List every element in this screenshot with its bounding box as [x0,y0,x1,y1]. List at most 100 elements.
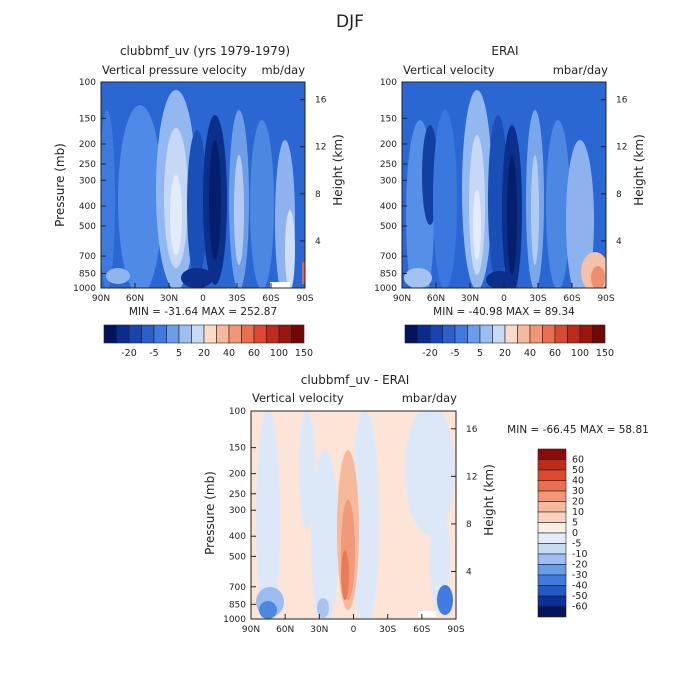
y-tick-label: 250 [229,490,246,500]
panel-right-subtitle-left: Vertical velocity [403,63,495,77]
colorbar-swatch [216,324,230,344]
x-tick-label: 60N [126,294,144,304]
colorbar-label: 20 [572,497,584,508]
colorbar-swatch [203,324,217,344]
colorbar-swatch [442,324,456,344]
y-tick-label: 400 [229,532,246,542]
panel-left-ylabel-right: Height (km) [331,134,345,205]
colorbar-swatch [537,585,567,597]
colorbar-label: 60 [248,348,260,359]
panel-right-colorbar: -20 -5 5 20 40 60 100 150 [404,324,614,359]
colorbar-swatch [504,324,518,344]
panel-right: ERAI Vertical velocity mbar/day 90N 60N 30… [374,44,646,359]
colorbar-label: 60 [549,348,561,359]
x-tick-label: 30N [310,625,328,635]
y-tick-label: 1000 [223,615,246,625]
y-right-tick-label: 4 [315,237,321,247]
colorbar-swatch [417,324,431,344]
colorbar-label: 5 [176,348,182,359]
y-tick-label: 700 [229,583,246,593]
y-tick-label: 100 [79,78,96,88]
y-tick-label: 850 [79,269,96,279]
colorbar-swatch [537,490,567,502]
colorbar-label: -20 [422,348,438,359]
colorbar-swatch [291,324,305,344]
colorbar-label: -20 [121,348,137,359]
x-tick-label: 30S [228,294,245,304]
x-tick-label: 30N [160,294,178,304]
x-tick-label: 30S [529,294,546,304]
y-right-tick-label: 8 [315,190,321,200]
y-tick-label: 1000 [73,284,96,294]
colorbar-swatch [554,324,568,344]
x-tick-label: 90N [242,625,260,635]
colorbar-swatch [278,324,292,344]
colorbar-swatch [542,324,556,344]
y-tick-label: 100 [380,78,397,88]
panel-diff-field [251,411,456,619]
colorbar-label: 10 [572,507,584,518]
colorbar-swatch [537,574,567,586]
colorbar-label: 30 [572,486,584,497]
colorbar-label: 100 [270,348,288,359]
figure-title: DJF [336,12,364,32]
panel-right-axes: 90N 60N 30N 0 30S 60S 90S 100 150 200 250 300 400 500… [374,78,628,304]
colorbar-label: 40 [572,476,584,487]
x-tick-label: 60S [413,625,430,635]
colorbar-swatch [141,324,155,344]
colorbar-label: 50 [572,465,584,476]
colorbar-label: 5 [572,518,578,529]
x-tick-label: 60S [563,294,580,304]
y-tick-label: 850 [380,269,397,279]
panel-diff-ylabel: Pressure (mb) [203,471,217,555]
colorbar-swatch [429,324,443,344]
panel-diff-subtitle-right: mbar/day [402,391,457,405]
colorbar-label: 60 [572,455,584,466]
y-right-tick-label: 4 [616,237,622,247]
colorbar-label: -60 [572,602,588,613]
colorbar-swatch [537,511,567,523]
panel-right-title: ERAI [491,44,518,58]
panel-right-stats: MIN = -40.98 MAX = 89.34 [433,306,575,318]
y-tick-label: 300 [79,176,96,186]
colorbar-swatch [537,595,567,607]
y-tick-label: 200 [380,140,397,150]
colorbar-label: 20 [499,348,511,359]
colorbar-swatch [537,501,567,513]
y-tick-label: 300 [380,176,397,186]
y-tick-label: 150 [79,114,96,124]
colorbar-label: 40 [524,348,536,359]
y-tick-label: 100 [229,407,246,417]
colorbar-swatch [241,324,255,344]
x-tick-label: 60N [427,294,445,304]
panel-diff: clubbmf_uv - ERAI Vertical velocity mbar… [203,373,649,635]
colorbar-label: 150 [295,348,313,359]
colorbar-swatch [253,324,267,344]
y-tick-label: 300 [229,506,246,516]
y-tick-label: 700 [79,252,96,262]
colorbar-swatch [178,324,192,344]
panel-left-colorbar: -20 -5 5 20 40 60 100 150 [103,324,313,359]
x-tick-label: 90S [447,625,464,635]
colorbar-label: 150 [596,348,614,359]
panel-right-subtitle-right: mbar/day [553,63,608,77]
colorbar-label: -5 [450,348,459,359]
x-tick-label: 60N [276,625,294,635]
panel-left-title: clubbmf_uv (yrs 1979-1979) [120,44,290,58]
x-tick-label: 0 [501,294,507,304]
colorbar-swatch [537,448,567,460]
y-right-tick-label: 12 [315,143,326,153]
y-tick-label: 150 [380,114,397,124]
colorbar-label: 100 [571,348,589,359]
x-tick-label: 0 [200,294,206,304]
y-tick-label: 850 [229,600,246,610]
y-right-tick-label: 4 [466,567,472,577]
panel-diff-axes: 90N 60N 30N 0 30S 60S 90S 100 150 200 250 300 400 500… [223,407,478,635]
panel-left-ylabel: Pressure (mb) [53,143,67,227]
colorbar-swatch [592,324,606,344]
colorbar-label: -10 [572,549,588,560]
colorbar-swatch [479,324,493,344]
panel-diff-subtitle-left: Vertical velocity [252,391,344,405]
colorbar-swatch [537,606,567,618]
